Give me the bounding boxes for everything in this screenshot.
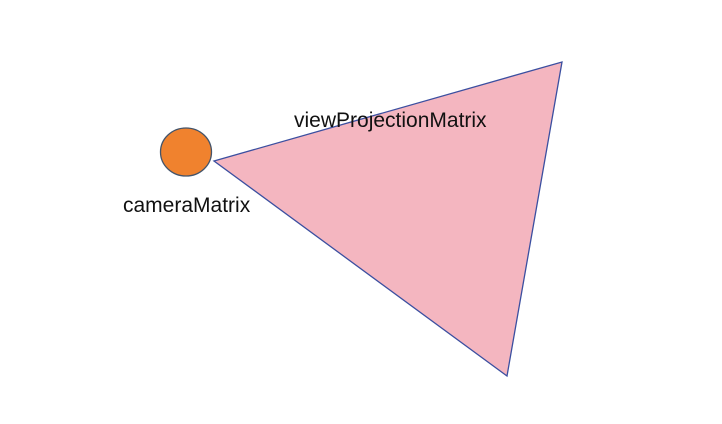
view-projection-matrix-label: viewProjectionMatrix [294, 109, 487, 132]
camera-circle [159, 127, 213, 177]
camera-matrix-label: cameraMatrix [123, 194, 251, 217]
view-frustum-triangle [212, 61, 563, 378]
